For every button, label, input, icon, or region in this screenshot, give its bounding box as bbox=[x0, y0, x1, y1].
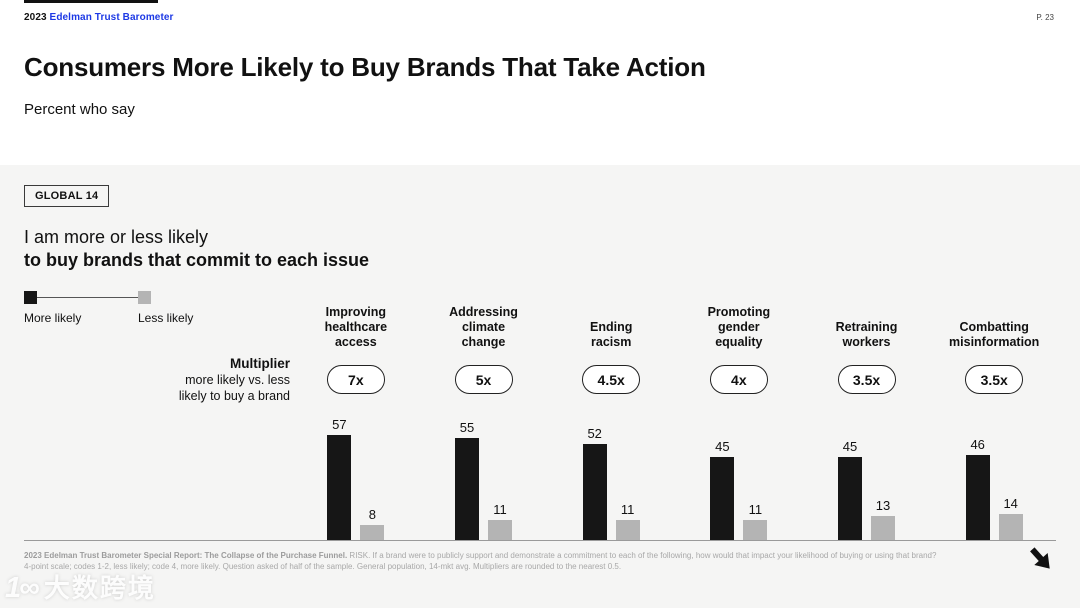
legend-more-label: More likely bbox=[24, 311, 82, 325]
multiplier-title: Multiplier bbox=[230, 356, 290, 371]
global14-badge: GLOBAL 14 bbox=[24, 185, 110, 207]
more-likely-bar bbox=[965, 455, 990, 540]
issue-column-racism: Ending racism 4.5x 52 11 bbox=[547, 300, 675, 540]
multiplier-pill: 4x bbox=[709, 365, 768, 394]
issue-column-climate: Addressing climate change 5x 55 11 bbox=[420, 300, 548, 540]
less-likely-bar bbox=[488, 520, 512, 540]
multiplier-value: 3.5x bbox=[852, 371, 881, 388]
more-likely-value: 45 bbox=[842, 439, 858, 454]
bar-pair: 46 14 bbox=[965, 437, 1023, 540]
next-page-arrow-icon[interactable] bbox=[1026, 544, 1056, 576]
top-accent-rule bbox=[24, 0, 158, 3]
less-likely-value: 11 bbox=[493, 502, 507, 517]
less-likely-value: 8 bbox=[368, 507, 376, 522]
page-number: P. 23 bbox=[1036, 13, 1054, 22]
footnote: 2023 Edelman Trust Barometer Special Rep… bbox=[24, 550, 939, 572]
more-likely-value: 55 bbox=[459, 420, 475, 435]
less-likely-value: 13 bbox=[875, 498, 891, 513]
bar-pair: 45 11 bbox=[710, 439, 768, 540]
less-likely-bar bbox=[360, 525, 385, 540]
more-likely-bar bbox=[838, 457, 863, 540]
more-likely-value: 52 bbox=[587, 426, 602, 441]
multiplier-pill: 7x bbox=[326, 365, 385, 394]
bar-pair: 45 13 bbox=[838, 439, 896, 540]
question-line1: I am more or less likely bbox=[24, 227, 209, 247]
brand-bar: 2023 Edelman Trust Barometer bbox=[24, 12, 174, 23]
issue-column-gender: Promoting gender equality 4x 45 11 bbox=[675, 300, 803, 540]
bar-pair: 57 8 bbox=[327, 417, 385, 540]
legend-connector-line bbox=[37, 297, 138, 298]
more-likely-value: 45 bbox=[715, 439, 730, 454]
question-line2: to buy brands that commit to each issue bbox=[24, 250, 370, 270]
less-likely-value: 11 bbox=[748, 502, 763, 517]
issue-label: Combatting misinformation bbox=[949, 320, 1040, 349]
issue-label: Ending racism bbox=[589, 320, 633, 349]
less-likely-value: 11 bbox=[620, 502, 635, 517]
more-likely-value: 57 bbox=[332, 417, 347, 432]
multiplier-line1: more likely vs. less bbox=[185, 373, 290, 387]
chart-section-background bbox=[0, 165, 1080, 608]
multiplier-pill: 4.5x bbox=[582, 365, 641, 394]
less-likely-bar bbox=[871, 516, 896, 540]
multiplier-line2: likely to buy a brand bbox=[178, 389, 290, 403]
bar-pair: 55 11 bbox=[455, 420, 512, 540]
less-likely-bar bbox=[743, 520, 768, 540]
less-likely-bar bbox=[615, 520, 640, 540]
legend-less-label: Less likely bbox=[138, 311, 194, 325]
multiplier-pill: 3.5x bbox=[837, 365, 896, 394]
issue-label: Improving healthcare access bbox=[324, 305, 388, 349]
multiplier-value: 4x bbox=[731, 371, 747, 388]
less-likely-bar bbox=[998, 514, 1023, 540]
issue-column-healthcare: Improving healthcare access 7x 57 8 bbox=[292, 300, 420, 540]
legend-less-swatch bbox=[138, 291, 151, 304]
legend-more-swatch bbox=[24, 291, 37, 304]
brand-name: Edelman Trust Barometer bbox=[49, 12, 174, 23]
multiplier-value: 4.5x bbox=[597, 371, 625, 388]
multiplier-value: 5x bbox=[475, 371, 492, 388]
page-title: Consumers More Likely to Buy Brands That… bbox=[24, 52, 706, 82]
less-likely-value: 14 bbox=[1003, 496, 1018, 511]
multiplier-value: 7x bbox=[348, 371, 364, 388]
multiplier-value: 3.5x bbox=[980, 371, 1008, 388]
issue-label: Retraining workers bbox=[835, 320, 898, 349]
bar-chart: Improving healthcare access 7x 57 8 Addr… bbox=[292, 300, 1058, 540]
issue-label: Addressing climate change bbox=[449, 305, 518, 349]
multiplier-annotation: Multiplier more likely vs. less likely t… bbox=[100, 356, 290, 404]
more-likely-bar bbox=[455, 438, 479, 540]
issue-column-misinformation: Combatting misinformation 3.5x 46 14 bbox=[930, 300, 1058, 540]
footnote-source: 2023 Edelman Trust Barometer Special Rep… bbox=[24, 551, 348, 560]
footnote-method: RISK. If a brand were to publicly suppor… bbox=[24, 551, 937, 571]
more-likely-bar bbox=[710, 457, 735, 540]
more-likely-bar bbox=[327, 435, 352, 540]
issue-column-retraining: Retraining workers 3.5x 45 13 bbox=[803, 300, 931, 540]
more-likely-bar bbox=[582, 444, 607, 540]
multiplier-pill: 5x bbox=[454, 365, 513, 394]
bar-pair: 52 11 bbox=[582, 426, 640, 540]
brand-year: 2023 bbox=[24, 12, 47, 23]
page-subtitle: Percent who say bbox=[24, 101, 135, 118]
multiplier-pill: 3.5x bbox=[965, 365, 1024, 394]
chart-baseline bbox=[24, 540, 1056, 541]
more-likely-value: 46 bbox=[970, 437, 985, 452]
issue-label: Promoting gender equality bbox=[707, 305, 771, 349]
legend: More likely Less likely bbox=[24, 291, 244, 331]
question-heading: I am more or less likely to buy brands t… bbox=[24, 226, 369, 272]
